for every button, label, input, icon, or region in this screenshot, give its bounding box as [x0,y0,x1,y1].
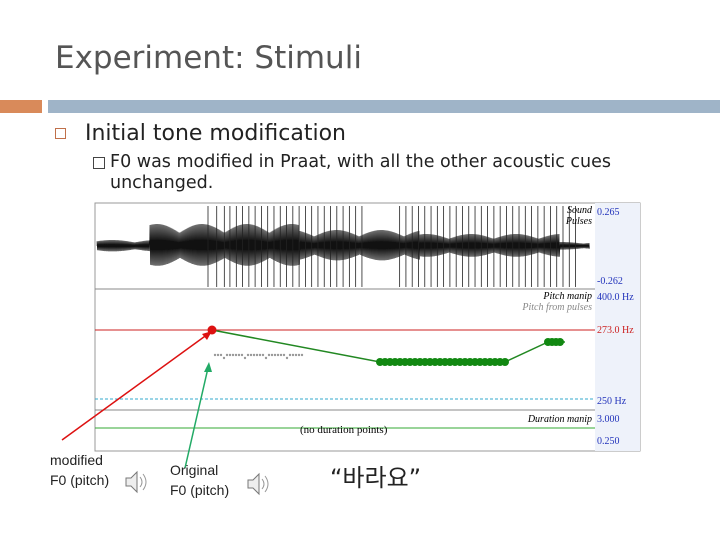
tier-label: Pitch from pulses [521,302,592,313]
pitch-pulse-dot [252,353,256,357]
tier-label: Pitch manip [542,291,592,302]
pitch-pulse-dot [273,353,277,357]
speaker-icon [125,470,147,494]
arrow [184,367,209,469]
caption-line: F0 (pitch) [170,482,230,498]
caption: modified F0 (pitch) [50,450,109,490]
pitch-pulse-dot [279,353,283,357]
pitch-pulse-dot [291,353,295,357]
pitch-pulse-dot [255,353,259,357]
pitch-pulse-dot [234,353,238,357]
pitch-pulse-dot [213,353,217,357]
pitch-pulse-dot [264,356,268,360]
pitch-pulse-dot [219,353,223,357]
pitch-pulse-dot [231,353,235,357]
speaker-icon [247,472,269,496]
duration-note: (no duration points) [300,424,388,436]
pitch-pulse-dot [246,353,250,357]
waveform [96,206,590,287]
caption-line: F0 (pitch) [50,472,110,488]
slide-title: Experiment: Stimuli [55,40,362,76]
pitch-pulse-dot [282,353,286,357]
tier-label: Sound [567,205,593,216]
pitch-pulse-dot [222,356,226,360]
arrowhead [204,362,212,372]
header-bar [48,100,720,113]
axis-label: 273.0 Hz [597,325,634,336]
pitch-pulse-dot [240,353,244,357]
accent-bar [0,100,42,113]
caption-line: Original [170,462,219,478]
tier-label: Duration manip [527,414,592,425]
pitch-point [556,338,564,346]
tier-label: Pulses [565,216,592,227]
pitch-pulse-dot [243,356,247,360]
pitch-pulse-dot [267,353,271,357]
axis-label: 0.250 [597,436,620,447]
caption: Original F0 (pitch) [170,460,229,500]
pitch-pulse-dot [216,353,220,357]
pitch-contour [211,329,565,366]
arrowhead [202,331,212,340]
pitch-pulse-dot [261,353,265,357]
axis-label: 400.0 Hz [597,292,634,303]
bullet-text: Initial tone modification [85,121,346,146]
axis-label: 0.265 [597,207,620,218]
pitch-pulse-dot [285,356,289,360]
bullet-icon [55,128,66,139]
pitch-pulse-dot [300,353,304,357]
pitch-pulse-dot [225,353,229,357]
pitch-pulse-dot [228,353,232,357]
pitch-pulse-dot [237,353,241,357]
axis-label: -0.262 [597,276,623,287]
sub-bullet-icon [93,157,105,169]
pitch-pulse-dot [249,353,253,357]
pitch-pulse-dot [288,353,292,357]
caption-line: modified [50,452,103,468]
pitch-pulse-dot [258,353,262,357]
sub-bullet-text: F0 was modified in Praat, with all the o… [110,152,611,193]
axis-label: 3.000 [597,414,620,425]
pitch-pulse-dot [297,353,301,357]
pitch-pulse-dot [294,353,298,357]
pitch-point [501,358,509,366]
stimulus-word: “바라요” [330,464,422,492]
pitch-pulse-dot [270,353,274,357]
label-column [595,203,640,451]
pitch-pulse-dot [276,353,280,357]
axis-label: 250 Hz [597,396,627,407]
arrow [61,333,209,441]
